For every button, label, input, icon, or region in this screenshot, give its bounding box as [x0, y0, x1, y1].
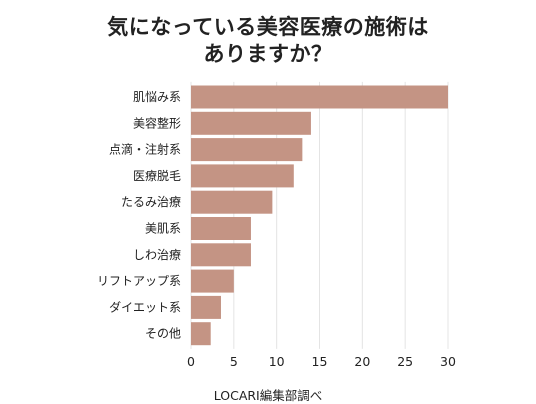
category-label-1: 美容整形 [133, 115, 181, 130]
x-tick-label-1: 5 [230, 354, 238, 369]
x-tick-label-2: 10 [269, 354, 285, 369]
bar-1 [191, 111, 311, 135]
category-label-4: たるみ治療 [121, 195, 181, 209]
category-label-8: ダイエット系 [109, 299, 181, 314]
chart-title: 気になっている美容医療の施術は ありますか？ [0, 14, 536, 68]
category-label-7: リフトアップ系 [97, 274, 181, 288]
bar-0 [191, 85, 448, 109]
bar-8 [191, 295, 221, 319]
chart-title-line-2: ありますか？ [203, 42, 333, 66]
category-label-2: 点滴・注射系 [109, 142, 181, 157]
bar-2 [191, 138, 303, 162]
x-tick-label-5: 25 [397, 354, 413, 369]
category-label-5: 美肌系 [145, 222, 181, 236]
category-label-6: しわ治療 [133, 248, 181, 262]
category-label-3: 医療脱毛 [133, 168, 181, 183]
x-tick-label-3: 15 [312, 354, 328, 369]
bar-5 [191, 217, 251, 240]
x-tick-label-0: 0 [187, 354, 195, 369]
bar-7 [191, 269, 234, 293]
bar-3 [191, 164, 294, 188]
bar-4 [191, 190, 273, 214]
x-tick-label-4: 20 [354, 354, 370, 369]
category-label-9: その他 [145, 327, 181, 341]
chart-title-line-1: 気になっている美容医療の施術は [107, 15, 429, 39]
category-label-0: 肌悩み系 [133, 90, 181, 104]
bar-6 [191, 243, 251, 267]
source-note: LOCARI編集部調べ [213, 388, 323, 403]
x-tick-label-6: 30 [440, 354, 456, 369]
bar-9 [191, 322, 211, 346]
